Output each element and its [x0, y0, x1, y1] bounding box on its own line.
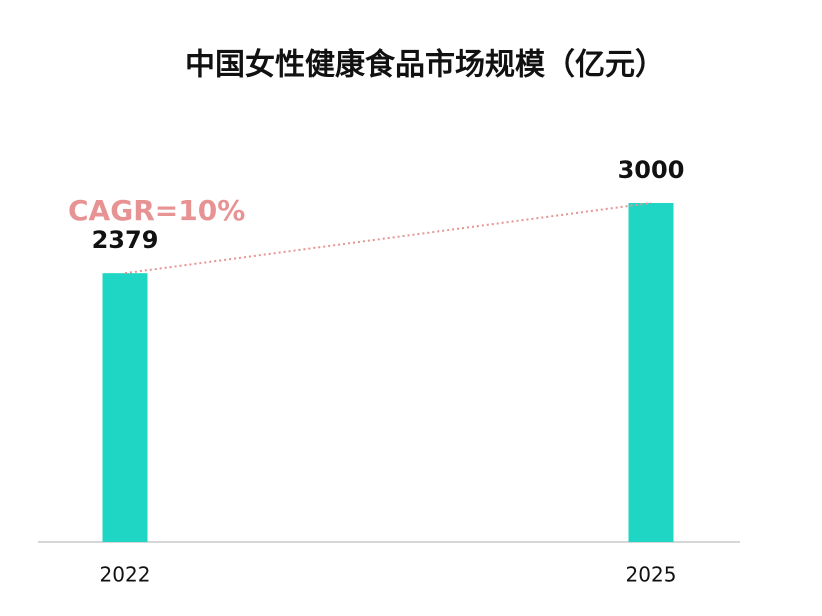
bar: [628, 203, 674, 542]
chart-title: 中国女性健康食品市场规模（亿元）: [185, 48, 665, 83]
bar: [102, 273, 148, 542]
trend-line: [124, 202, 652, 275]
data-label: 2379: [92, 226, 159, 254]
annotation: CAGR=10%: [68, 194, 245, 227]
data-label: 3000: [618, 156, 685, 184]
x-tick-label: 2025: [626, 563, 677, 587]
x-tick-label: 2022: [100, 563, 151, 587]
